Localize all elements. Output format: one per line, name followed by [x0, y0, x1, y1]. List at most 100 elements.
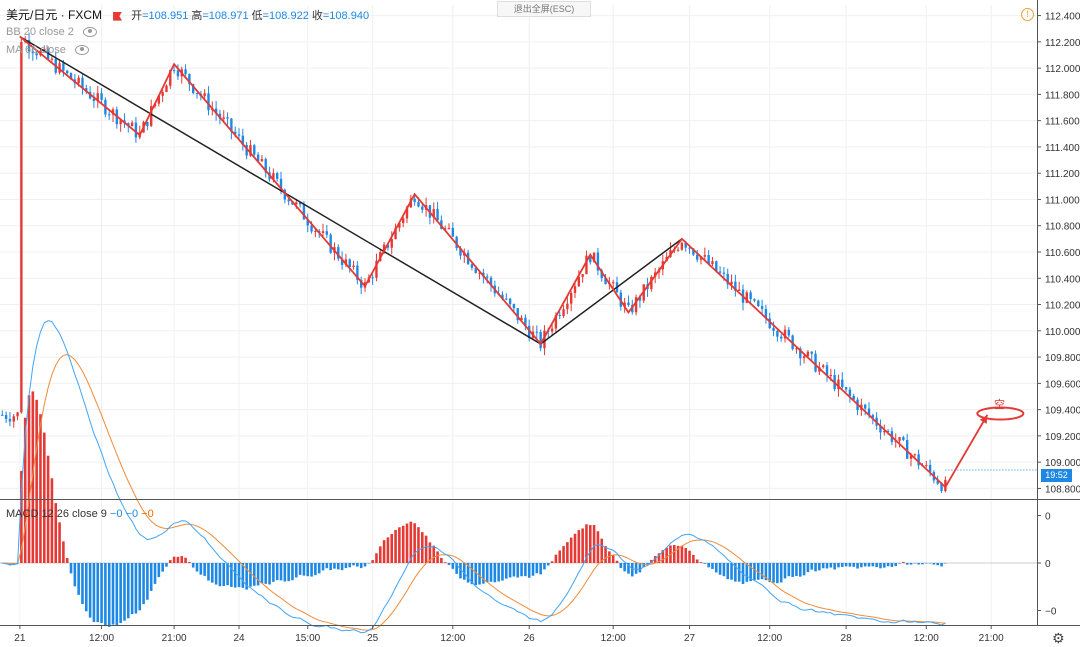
macd-histogram-bar [665, 547, 668, 563]
macd-histogram-bar [585, 524, 588, 563]
candle-body [810, 351, 813, 354]
candle-body [554, 315, 558, 329]
macd-label: MACD 12 26 close 9 [6, 508, 107, 520]
macd-histogram-bar [497, 563, 500, 582]
open-value: =108.951 [142, 10, 189, 22]
signal-value: −0 [125, 508, 139, 520]
macd-histogram-bar [520, 563, 523, 577]
time-tick-label: 12:00 [601, 633, 626, 644]
candle-body [936, 480, 939, 484]
time-tick-label: 12:00 [914, 633, 939, 644]
macd-histogram-bar [806, 563, 810, 573]
macd-histogram-bar [928, 563, 932, 564]
candle-body [703, 255, 707, 257]
candle-body [749, 292, 752, 300]
candle-body [680, 242, 684, 250]
macd-histogram-bar [619, 563, 623, 568]
candle-body [837, 379, 840, 390]
macd-histogram-bar [623, 563, 626, 572]
price-tick-label: 109.400 [1045, 406, 1080, 417]
macd-histogram-bar [508, 563, 512, 578]
macd-histogram-bar [157, 563, 161, 578]
macd-histogram-bar [875, 563, 878, 568]
candle-body [382, 244, 386, 253]
macd-histogram-bar [218, 563, 222, 587]
macd-histogram-bar [417, 527, 420, 563]
macd-histogram-bar [783, 563, 787, 579]
signal-line [2, 354, 946, 631]
macd-histogram-bar [153, 563, 157, 584]
macd-histogram-bar [451, 563, 455, 569]
macd-histogram-bar [890, 563, 894, 567]
macd-legend[interactable]: MACD 12 26 close 9 −0 −0 −0 [6, 508, 154, 520]
macd-histogram-bar [650, 559, 653, 563]
candle-body [684, 242, 687, 248]
macd-histogram-bar [703, 563, 707, 564]
macd-histogram-bar [837, 563, 840, 568]
macd-histogram-bar [440, 557, 443, 563]
macd-histogram-bar [684, 548, 688, 563]
candle-body [386, 244, 390, 248]
macd-histogram-bar [646, 563, 649, 565]
candle-body [638, 297, 642, 301]
candle-body [841, 379, 844, 388]
candle-body [62, 63, 65, 71]
candle-body [226, 117, 229, 119]
candle-body [730, 281, 733, 285]
eye-icon[interactable] [74, 45, 89, 56]
macd-histogram-bar [501, 563, 504, 581]
candle-body [913, 454, 917, 456]
candle-body [20, 42, 23, 413]
candle-body [539, 332, 542, 349]
candle-body [909, 455, 913, 459]
candle-body [272, 173, 275, 180]
macd-histogram-bar [287, 563, 290, 582]
candle-body [501, 294, 504, 299]
candle-body [871, 415, 875, 418]
short-annotation: 空 [994, 399, 1005, 411]
macd-histogram-bar [814, 563, 817, 572]
candle-body [195, 92, 199, 94]
macd-histogram-bar [756, 563, 760, 580]
candle-body [348, 259, 351, 268]
macd-histogram-bar [604, 546, 607, 563]
candle-body [776, 330, 779, 337]
candle-body [421, 206, 424, 210]
candle-body [35, 53, 38, 56]
ma-legend[interactable]: MA 66 close [6, 44, 89, 56]
macd-histogram-bar [168, 560, 172, 563]
candle-body [707, 255, 710, 265]
candle-body [779, 336, 783, 339]
macd-tick-label: 0 [1045, 512, 1051, 523]
macd-histogram-bar [764, 563, 768, 581]
candle-body [592, 252, 596, 263]
macd-histogram-bar [527, 563, 531, 578]
candle-body [764, 308, 768, 319]
macd-histogram-bar [539, 563, 542, 575]
macd-histogram-bar [115, 563, 119, 626]
candle-body [852, 395, 855, 400]
price-tick-label: 111.000 [1045, 195, 1080, 206]
candle-body [405, 207, 409, 219]
macd-histogram-bar [31, 391, 35, 563]
candle-body [417, 202, 420, 207]
macd-histogram-bar [653, 556, 657, 563]
bb-legend[interactable]: BB 20 close 2 [6, 26, 97, 38]
candle-body [165, 85, 168, 93]
alert-icon[interactable]: ! [1021, 8, 1034, 21]
candle-body [573, 286, 577, 293]
candle-body [917, 454, 920, 466]
gear-icon[interactable]: ⚙ [1052, 630, 1065, 646]
candle-body [275, 173, 279, 179]
price-tick-label: 112.400 [1045, 12, 1080, 23]
candle-body [715, 261, 718, 272]
macd-histogram-bar [718, 563, 722, 575]
candle-body [634, 297, 638, 313]
price-tick-label: 109.000 [1045, 458, 1080, 469]
macd-histogram-bar [405, 523, 409, 563]
macd-value: −0 [109, 508, 123, 520]
exit-fullscreen-button[interactable]: 退出全屏(ESC) [497, 1, 591, 17]
eye-icon[interactable] [82, 27, 97, 38]
macd-histogram-bar [596, 531, 600, 563]
